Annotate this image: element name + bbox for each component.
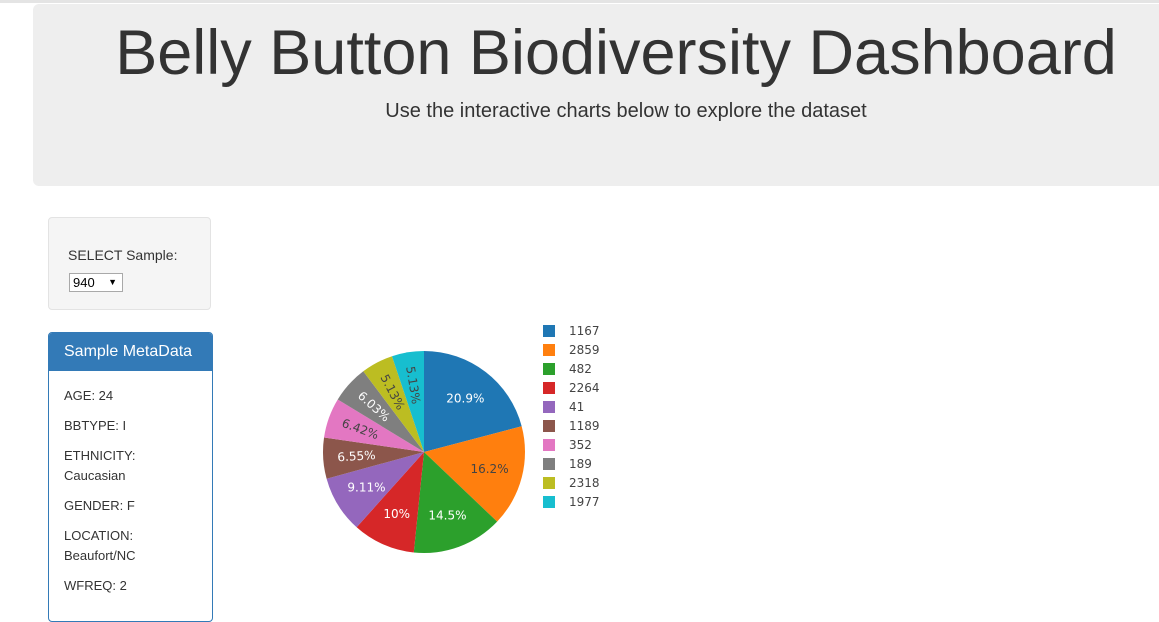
legend-label-1977[interactable]: 1977 (569, 495, 600, 509)
pie-slice-label: 16.2% (470, 462, 508, 476)
pie-slice-2264[interactable] (356, 452, 424, 553)
metadata-gender: GENDER: F (64, 498, 135, 513)
pie-slice-41[interactable] (326, 452, 424, 528)
legend-swatch-2264[interactable] (543, 382, 555, 394)
legend-label-1189[interactable]: 1189 (569, 419, 600, 433)
metadata-ethnicity-value: Caucasian (64, 468, 126, 483)
page-title: Belly Button Biodiversity Dashboard (115, 18, 1117, 88)
pie-slices (323, 350, 525, 553)
metadata-heading: Sample MetaData (49, 333, 212, 371)
metadata-location-value: Beaufort/NC (64, 548, 136, 563)
metadata-location-label: LOCATION: (64, 528, 134, 543)
legend-swatch-1167[interactable] (543, 325, 555, 337)
legend-label-2318[interactable]: 2318 (569, 476, 600, 490)
pie-slice-189[interactable] (337, 371, 424, 452)
legend-swatch-1977[interactable] (543, 496, 555, 508)
pie-slice-label: 5.13% (403, 365, 423, 405)
top-border (0, 0, 1159, 3)
legend-label-2859[interactable]: 2859 (569, 343, 600, 357)
legend-swatch-482[interactable] (543, 363, 555, 375)
metadata-bbtype: BBTYPE: I (64, 418, 127, 433)
legend-label-2264[interactable]: 2264 (569, 381, 600, 395)
dropdown-arrow-icon: ▼ (108, 277, 117, 287)
legend-swatch-2318[interactable] (543, 477, 555, 489)
pie-slice-1189[interactable] (323, 437, 424, 479)
pie-slice-352[interactable] (324, 399, 424, 452)
metadata-age: AGE: 24 (64, 388, 114, 403)
legend-swatch-2859[interactable] (543, 344, 555, 356)
pie-slice-label: 9.11% (347, 481, 385, 495)
metadata-ethnicity-label: ETHNICITY: (64, 448, 136, 463)
pie-slice-label: 20.9% (446, 391, 484, 405)
legend-swatch-352[interactable] (543, 439, 555, 451)
header-banner: Belly Button Biodiversity Dashboard Use … (33, 4, 1159, 186)
legend-label-482[interactable]: 482 (569, 362, 592, 376)
pie-slice-1977[interactable] (391, 351, 424, 452)
legend-label-1167[interactable]: 1167 (569, 324, 600, 338)
pie-legend: 1167 2859 482 2264 41 1189 352 189 2318 1977 (543, 324, 600, 509)
sample-select-value: 940 (73, 275, 95, 290)
sample-selector-panel: SELECT Sample: 940 ▼ (48, 217, 211, 310)
legend-swatch-1189[interactable] (543, 420, 555, 432)
pie-slice-label: 14.5% (428, 508, 466, 522)
legend-label-189[interactable]: 189 (569, 457, 592, 471)
pie-slice-2318[interactable] (363, 356, 424, 452)
otu-pie-chart: 20.9%16.2%14.5%10%9.11%6.55%6.42%6.03%5.… (323, 324, 600, 553)
pie-slice-1167[interactable] (424, 350, 522, 452)
legend-swatch-189[interactable] (543, 458, 555, 470)
legend-label-41[interactable]: 41 (569, 400, 584, 414)
metadata-wfreq: WFREQ: 2 (64, 578, 127, 593)
select-sample-label: SELECT Sample: (68, 247, 178, 263)
sample-select[interactable]: 940 ▼ (69, 273, 123, 292)
pie-slice-label: 6.55% (337, 448, 376, 464)
legend-label-352[interactable]: 352 (569, 438, 592, 452)
pie-slice-2859[interactable] (424, 426, 525, 522)
pie-slice-label: 10% (383, 507, 410, 521)
page-subtitle: Use the interactive charts below to expl… (385, 100, 867, 122)
pie-slice-482[interactable] (413, 452, 498, 553)
legend-swatch-41[interactable] (543, 401, 555, 413)
